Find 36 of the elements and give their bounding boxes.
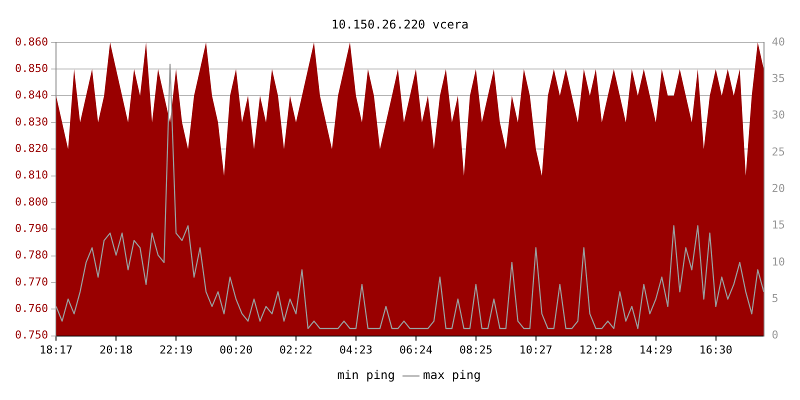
y-tick-label: 0.790 <box>14 222 48 235</box>
y-tick-label: 0.830 <box>14 115 48 128</box>
y2-tick-label: 25 <box>772 145 786 158</box>
x-tick-label: 16:30 <box>699 343 732 356</box>
x-tick-label: 14:29 <box>639 343 672 356</box>
y2-tick-label: 5 <box>772 292 778 305</box>
y-tick-label: 0.820 <box>14 142 48 155</box>
y-tick-label: 0.800 <box>14 195 48 208</box>
y-tick-label: 0.810 <box>14 168 48 182</box>
x-tick-label: 18:17 <box>40 343 73 356</box>
y2-tick-label: 30 <box>772 108 786 122</box>
x-tick-label: 12:28 <box>579 343 612 356</box>
y2-tick-label: 20 <box>772 182 786 195</box>
y-tick-label: 0.860 <box>14 35 48 48</box>
x-tick-label: 20:18 <box>100 343 133 356</box>
y-tick-label: 0.770 <box>14 275 48 288</box>
x-tick-label: 06:24 <box>399 343 433 356</box>
text: min ping <box>337 368 395 382</box>
legend-label: max ping <box>423 368 481 382</box>
y-tick-label: 0.750 <box>14 328 48 342</box>
y2-tick-label: 15 <box>772 218 786 232</box>
chart-title: 10.150.26.220 vcera <box>331 17 469 32</box>
x-tick-label: 04:23 <box>339 343 373 356</box>
x-tick-label: 10:27 <box>519 343 552 356</box>
y-tick-label: 0.840 <box>14 88 48 102</box>
y2-tick-label: 10 <box>772 255 786 268</box>
x-tick-label: 08:25 <box>459 343 492 356</box>
y2-tick-label: 0 <box>772 328 778 342</box>
y2-tick-label: 40 <box>772 35 786 48</box>
y2-tick-label: 35 <box>772 72 786 85</box>
y-tick-label: 0.780 <box>14 248 48 262</box>
x-tick-label: 22:19 <box>159 343 193 356</box>
x-tick-label: 00:20 <box>219 343 253 356</box>
y-tick-label: 0.850 <box>14 62 48 75</box>
x-tick-label: 02:22 <box>279 343 313 356</box>
y-tick-label: 0.760 <box>14 302 48 315</box>
